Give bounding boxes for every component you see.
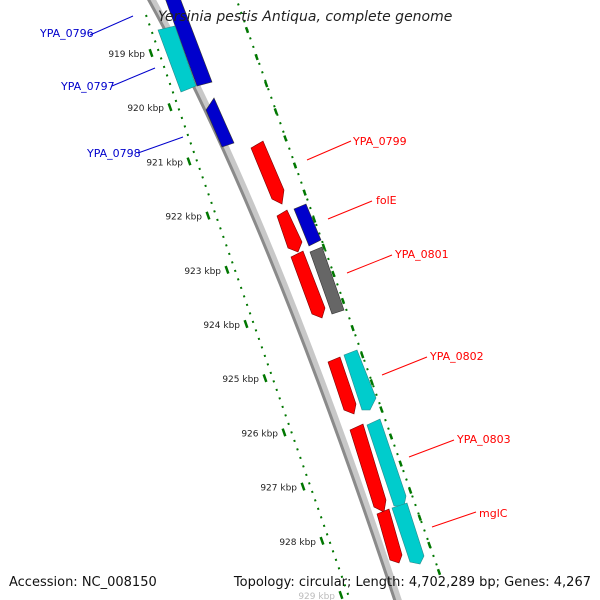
gene-label-ypa-0797[interactable]: YPA_0797: [60, 80, 115, 93]
ruler-tick: [224, 265, 230, 274]
outer-guide-tick: [264, 80, 269, 88]
genome-summary-text: Topology: circular; Length: 4,702,289 bp…: [233, 575, 591, 590]
feature-fole-forward[interactable]: [276, 209, 303, 253]
outer-guide-tick: [321, 243, 326, 251]
ruler-tick: [262, 374, 268, 383]
ruler-tick-label: 921 kbp: [146, 158, 183, 168]
ruler-tick: [319, 536, 325, 545]
ruler-tick: [186, 157, 192, 166]
gene-label-ypa-0801[interactable]: YPA_0801: [394, 248, 449, 261]
ruler-ticks: 919 kbp 920 kbp 921 kbp 922 kbp 923 kbp 924 k…: [108, 26, 442, 600]
map-title: Yersinia pestis Antiqua, complete genome: [158, 9, 453, 25]
outer-guide-tick: [340, 297, 346, 305]
outer-guide-tick: [388, 433, 394, 440]
outer-guide-tick: [350, 324, 355, 332]
ruler-tick-label: 919 kbp: [108, 50, 145, 60]
ruler-tick-label: 922 kbp: [165, 213, 202, 223]
ruler-tick: [243, 319, 249, 329]
feature-ypa-0799[interactable]: [250, 140, 285, 205]
feature-ypa-0801[interactable]: [290, 250, 326, 319]
outer-guide-tick: [273, 108, 278, 115]
ruler-tick-label: 925 kbp: [222, 375, 259, 385]
outer-guide-tick: [436, 568, 442, 576]
ruler-tick-label: 927 kbp: [260, 484, 297, 494]
gene-label-ypa-0796[interactable]: YPA_0796: [39, 27, 94, 40]
connector-fole: [327, 200, 373, 220]
ruler-tick-label: 923 kbp: [184, 267, 221, 277]
connector-ypa-0798: [137, 136, 184, 154]
feature-ypa-0803[interactable]: [349, 423, 387, 513]
ruler-tick: [167, 103, 173, 112]
outer-guide-tick: [369, 379, 374, 386]
connector-ypa-0803: [408, 439, 455, 458]
outer-guide-tick: [417, 514, 422, 522]
connector-ypa-0796: [89, 15, 134, 36]
feature-ypa-0798[interactable]: [205, 97, 235, 148]
connector-ypa-0799: [306, 140, 352, 161]
connector-mglc: [431, 511, 477, 528]
feature-ypa-0797[interactable]: [157, 25, 197, 93]
outer-guide-tick: [360, 351, 365, 359]
outer-guide-tick: [302, 189, 307, 196]
gene-label-ypa-0803[interactable]: YPA_0803: [456, 433, 511, 446]
outer-guide-tick: [408, 487, 413, 494]
outer-guide-tick: [254, 53, 259, 61]
gene-label-fole[interactable]: folE: [376, 194, 397, 207]
outer-guide-tick: [292, 162, 298, 169]
outer-guide-tick: [312, 216, 317, 223]
connector-ypa-0797: [111, 67, 156, 87]
feature-mglc[interactable]: [376, 508, 403, 564]
connector-ypa-0802: [381, 356, 428, 376]
gene-label-ypa-0798[interactable]: YPA_0798: [86, 147, 141, 160]
ruler-tick: [281, 428, 287, 437]
gene-label-ypa-0799[interactable]: YPA_0799: [352, 135, 407, 148]
feature-ypa-0796[interactable]: [165, 0, 213, 87]
ruler-tick-label: 928 kbp: [279, 538, 316, 548]
ruler-tick: [148, 48, 154, 58]
accession-text: Accession: NC_008150: [9, 575, 157, 590]
ruler-tick-label: 924 kbp: [203, 321, 240, 331]
connector-ypa-0801: [346, 254, 393, 274]
outer-guide-tick: [331, 270, 336, 278]
outer-guide-tick: [283, 135, 288, 142]
feature-fole-blue[interactable]: [293, 203, 322, 247]
ruler-tick-label: 929 kbp: [298, 592, 335, 600]
outer-guide-tick: [427, 541, 432, 549]
feature-ypa-0802[interactable]: [327, 356, 357, 415]
gene-label-mglc[interactable]: mglC: [479, 507, 508, 520]
ruler-tick-label: 920 kbp: [127, 104, 164, 114]
ruler-tick: [205, 211, 211, 220]
outer-guide-tick: [379, 406, 384, 413]
outer-guide-tick: [398, 460, 403, 467]
feature-mglc-cyan[interactable]: [391, 502, 425, 565]
gene-label-ypa-0802[interactable]: YPA_0802: [429, 350, 484, 363]
feature-ypa-0801-gray[interactable]: [309, 246, 345, 315]
feature-ypa-0802-cyan[interactable]: [343, 349, 377, 411]
feature-ypa-0803-cyan[interactable]: [366, 418, 407, 507]
outer-guide-tick: [244, 26, 250, 34]
ruler-tick-label: 926 kbp: [241, 429, 278, 439]
ruler-tick: [300, 482, 306, 491]
ruler-tick: [338, 590, 344, 600]
